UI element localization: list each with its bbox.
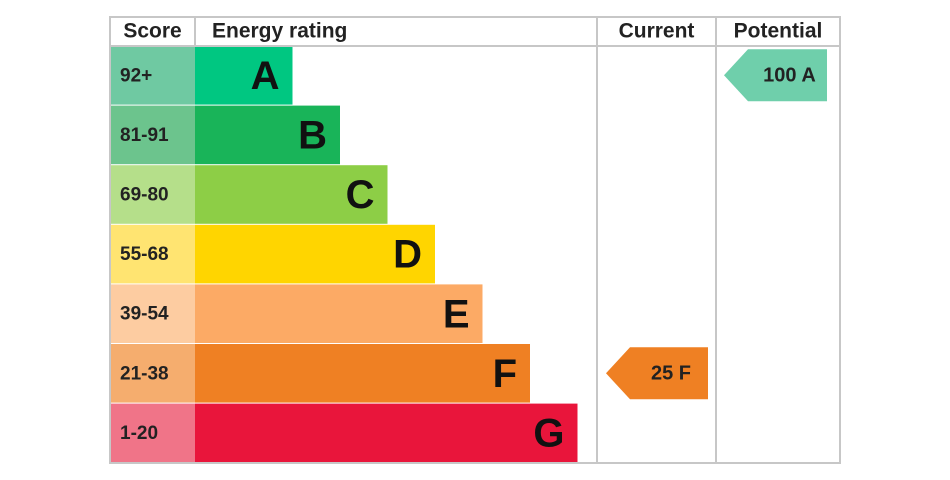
current-rating-label: 25 F bbox=[651, 363, 691, 385]
score-cell-b bbox=[110, 105, 195, 165]
rating-bar-b bbox=[195, 105, 340, 165]
rating-letter-f: F bbox=[493, 352, 517, 396]
rating-letter-d: D bbox=[393, 233, 422, 277]
score-label-d: 55-68 bbox=[120, 244, 169, 265]
score-label-e: 39-54 bbox=[120, 304, 169, 325]
rating-bar-c bbox=[195, 165, 388, 224]
score-cell-a bbox=[110, 46, 195, 105]
header-score: Score bbox=[123, 20, 181, 43]
header-potential: Potential bbox=[734, 20, 823, 43]
table-border bbox=[109, 16, 841, 464]
score-label-c: 69-80 bbox=[120, 185, 169, 206]
score-cell-e bbox=[110, 284, 195, 343]
potential-rating-arrow bbox=[724, 49, 827, 102]
score-label-g: 1-20 bbox=[120, 423, 158, 444]
header-energy-rating: Energy rating bbox=[212, 20, 347, 43]
score-label-b: 81-91 bbox=[120, 125, 169, 146]
rating-letter-a: A bbox=[251, 54, 280, 98]
rating-bar-f bbox=[195, 344, 530, 403]
potential-rating-label: 100 A bbox=[763, 65, 816, 87]
rating-letter-c: C bbox=[346, 173, 375, 217]
rating-bar-g bbox=[195, 403, 578, 463]
score-cell-f bbox=[110, 344, 195, 403]
rating-letter-e: E bbox=[443, 292, 470, 336]
score-cell-d bbox=[110, 224, 195, 284]
rating-letter-g: G bbox=[533, 411, 564, 455]
score-cell-g bbox=[110, 403, 195, 463]
rating-bar-a bbox=[195, 46, 293, 105]
rating-bar-e bbox=[195, 284, 483, 343]
current-rating-arrow bbox=[606, 347, 708, 400]
score-label-f: 21-38 bbox=[120, 363, 169, 384]
header-current: Current bbox=[619, 20, 695, 43]
rating-letter-b: B bbox=[298, 113, 327, 157]
score-cell-c bbox=[110, 165, 195, 224]
score-label-a: 92+ bbox=[120, 65, 152, 86]
rating-bar-d bbox=[195, 224, 435, 284]
